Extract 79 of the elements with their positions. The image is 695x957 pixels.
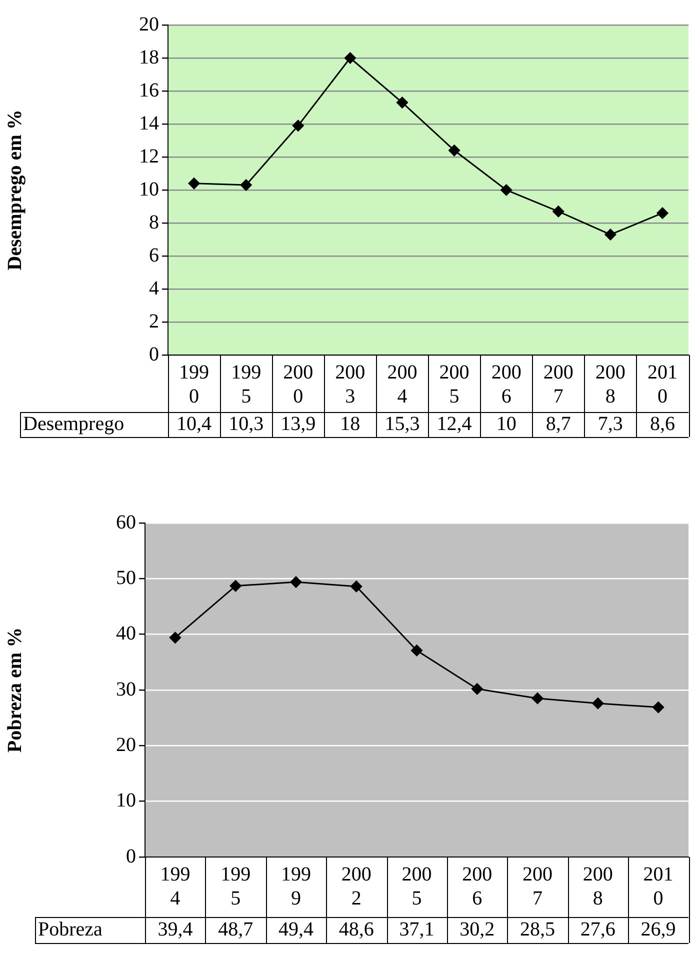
data-label: 18 [340, 412, 360, 435]
x-tick-label: 2007 [543, 361, 574, 408]
x-tick-label: 2007 [522, 863, 553, 910]
x-tick-label: 2006 [491, 361, 522, 408]
x-tick-label: 2003 [335, 361, 366, 408]
x-tick-label: 2008 [595, 361, 626, 408]
x-tick-label: 2010 [647, 361, 678, 408]
data-label: 10 [496, 412, 516, 435]
x-tick-label: 2000 [283, 361, 314, 408]
point [471, 683, 483, 695]
point [652, 702, 664, 714]
y-tick-label: 10 [139, 178, 159, 200]
y-tick-label: 40 [116, 622, 136, 645]
y-tick-label: 30 [116, 678, 136, 700]
x-tick-label: 2002 [341, 863, 372, 910]
data-label: 48,7 [218, 918, 254, 940]
x-tick-label: 2005 [439, 361, 470, 408]
y-axis-title: Desemprego em % [4, 110, 26, 270]
data-label: 13,9 [280, 412, 316, 435]
y-tick-label: 20 [139, 13, 159, 36]
point [396, 96, 408, 108]
y-tick-label: 2 [149, 310, 159, 332]
data-label: 39,4 [158, 918, 193, 940]
data-label: 12,4 [436, 412, 472, 435]
y-tick-label: 18 [139, 46, 159, 68]
point [292, 120, 304, 132]
y-tick-label: 20 [116, 734, 136, 756]
data-label: 28,5 [520, 918, 556, 940]
data-label: 10,4 [176, 412, 212, 435]
point [532, 692, 544, 704]
data-label: 37,1 [399, 918, 434, 940]
y-tick-label: 0 [149, 343, 159, 366]
point [169, 632, 181, 644]
y-tick-label: 4 [149, 277, 159, 300]
y-tick-label: 0 [126, 845, 136, 868]
data-label: 48,6 [338, 918, 374, 940]
y-tick-label: 6 [149, 244, 159, 266]
data-label: 15,3 [384, 412, 420, 435]
point [656, 207, 668, 219]
data-label: 8,7 [546, 412, 571, 435]
data-label: 30,2 [460, 918, 495, 940]
legend-label: Desemprego [23, 412, 124, 435]
x-tick-label: 1999 [280, 863, 311, 910]
y-tick-label: 8 [149, 211, 159, 234]
legend-label: Pobreza [38, 918, 103, 940]
point [552, 206, 564, 218]
data-label: 8,6 [650, 412, 675, 435]
x-tick-label: 2005 [402, 863, 432, 910]
point [188, 178, 200, 190]
y-tick-label: 10 [116, 790, 136, 812]
x-tick-label: 2004 [387, 361, 418, 408]
x-tick-label: 2010 [643, 863, 674, 910]
y-tick-label: 60 [116, 511, 136, 534]
y-tick-label: 12 [139, 145, 159, 168]
data-label: 10,3 [228, 412, 264, 435]
y-tick-label: 16 [139, 79, 159, 102]
point [350, 580, 362, 592]
point [344, 52, 356, 64]
x-tick-label: 2008 [582, 863, 613, 910]
x-tick-label: 1994 [160, 863, 190, 910]
data-label: 26,9 [640, 918, 676, 940]
data-label: 27,6 [580, 918, 616, 940]
y-tick-label: 50 [116, 566, 136, 589]
data-label: 7,3 [598, 412, 623, 435]
y-tick-label: 14 [139, 112, 159, 134]
x-tick-label: 1995 [231, 361, 262, 408]
point [240, 179, 252, 191]
point [448, 144, 460, 156]
x-tick-label: 2006 [462, 863, 492, 910]
y-axis-title: Pobreza em % [4, 627, 26, 753]
point [500, 184, 512, 196]
point [411, 644, 422, 656]
x-tick-label: 1990 [179, 361, 210, 408]
point [604, 228, 616, 240]
x-tick-label: 1995 [220, 863, 251, 910]
data-label: 49,4 [278, 918, 314, 940]
point [230, 580, 242, 592]
point [592, 698, 604, 710]
point [290, 576, 302, 588]
